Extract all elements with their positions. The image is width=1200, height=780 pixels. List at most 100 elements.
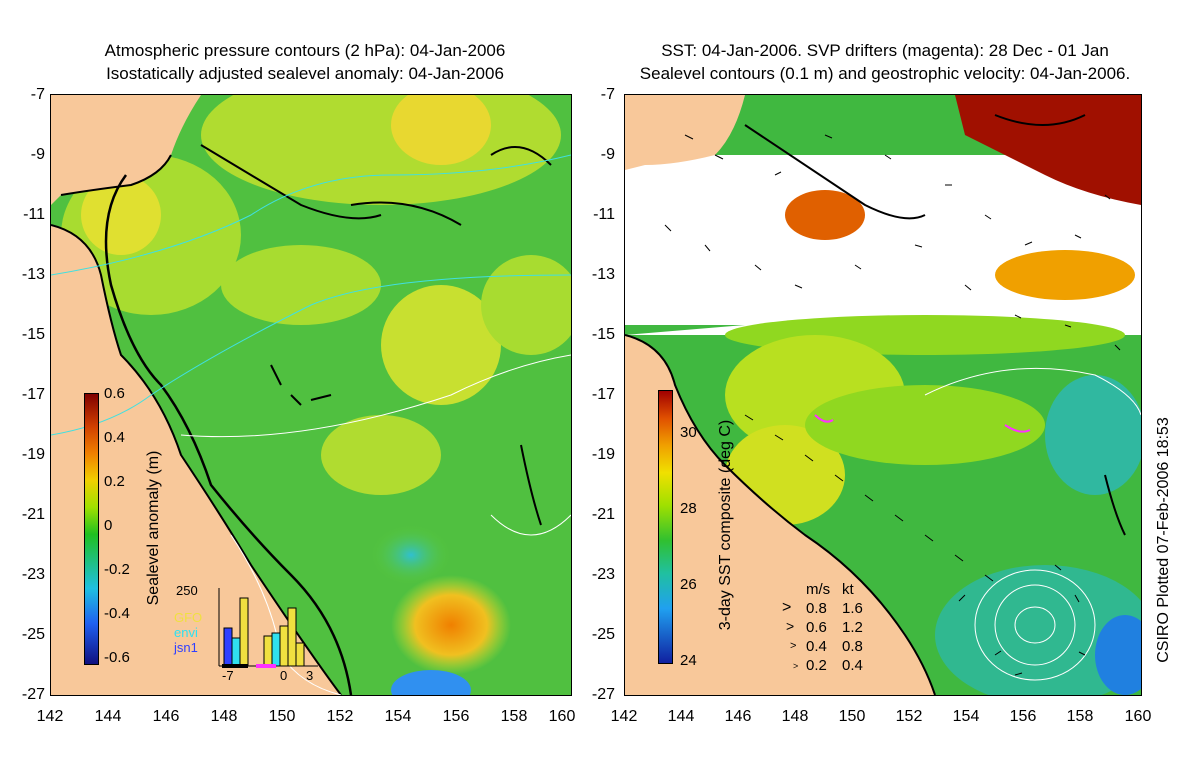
- left-land-west: [51, 225, 341, 695]
- colorbar-tick: 24: [680, 652, 697, 669]
- cool-sst-patch: [1095, 615, 1141, 695]
- colorbar-tick: 0: [104, 517, 113, 534]
- anomaly-patch: [391, 95, 491, 165]
- lat-tick: -13: [591, 266, 615, 283]
- lon-tick: 160: [548, 708, 576, 725]
- lon-tick: 144: [94, 708, 122, 725]
- lon-tick: 142: [610, 708, 638, 725]
- hist-bar: [263, 635, 273, 667]
- right-title-line2: Sealevel contours (0.1 m) and geostrophi…: [639, 64, 1131, 83]
- colorbar-tick: -0.6: [104, 649, 130, 666]
- hist-bar: [279, 625, 289, 667]
- hist-bar: [231, 637, 241, 667]
- velocity-legend-kt: 0.8: [842, 638, 863, 655]
- lon-tick: 150: [268, 708, 296, 725]
- velocity-legend-ms: 0.4: [806, 638, 827, 655]
- sealevel-contour: [1014, 606, 1056, 644]
- lon-tick: 148: [781, 708, 809, 725]
- velocity-legend-ms: 0.8: [806, 600, 827, 617]
- lat-tick: -7: [600, 86, 615, 103]
- histogram: [218, 588, 318, 668]
- hist-legend-envi: envi: [174, 625, 198, 640]
- right-islands: [744, 114, 1126, 536]
- pressure-contour: [51, 274, 571, 436]
- colorbar-tick: 0.4: [104, 429, 125, 446]
- hist-xlabel: 0: [280, 668, 288, 683]
- lon-tick: 152: [326, 708, 354, 725]
- lon-tick: 154: [952, 708, 980, 725]
- cool-sst-patch: [935, 565, 1141, 695]
- hist-ymax: 250: [176, 583, 198, 598]
- hist-bar: [239, 597, 249, 667]
- drifter-track: [814, 414, 834, 423]
- lat-tick: -19: [21, 446, 45, 463]
- anomaly-patch: [221, 245, 381, 325]
- velocity-legend-ms: 0.2: [806, 657, 827, 674]
- lon-tick: 154: [384, 708, 412, 725]
- plot-credit: CSIRO Plotted 07-Feb-2006 18:53: [1155, 417, 1172, 663]
- anomaly-patch: [391, 670, 471, 695]
- right-title-line1: SST: 04-Jan-2006. SVP drifters (magenta)…: [661, 41, 1109, 60]
- lat-tick: -11: [593, 206, 615, 223]
- velocity-legend-kt: 0.4: [842, 657, 863, 674]
- lon-tick: 156: [442, 708, 470, 725]
- lon-tick: 158: [500, 708, 528, 725]
- colorbar-tick: -0.2: [104, 561, 130, 578]
- lat-tick: -27: [21, 686, 45, 703]
- right-land-west: [625, 335, 935, 695]
- anomaly-patch: [81, 175, 161, 255]
- lat-tick: -17: [591, 386, 615, 403]
- lat-tick: -13: [21, 266, 45, 283]
- lon-tick: 148: [210, 708, 238, 725]
- left-colorbar-label: Sealevel anomaly (m): [145, 450, 162, 606]
- lat-tick: -27: [591, 686, 615, 703]
- lat-tick: -21: [21, 506, 45, 523]
- lon-tick: 144: [667, 708, 695, 725]
- sst-patch: [805, 385, 1045, 465]
- coral-sea-islands: [270, 364, 542, 526]
- hist-legend-jsn1: jsn1: [174, 640, 198, 655]
- hist-bar: [295, 642, 305, 667]
- colorbar-tick: 26: [680, 576, 697, 593]
- lon-tick: 150: [838, 708, 866, 725]
- drifter-track: [1004, 424, 1031, 433]
- lat-tick: -19: [591, 446, 615, 463]
- pressure-contour: [490, 514, 571, 536]
- left-coastline: [51, 154, 342, 695]
- lat-tick: -21: [591, 506, 615, 523]
- velocity-legend-arrow: >: [790, 640, 797, 652]
- left-land-north: [51, 95, 201, 205]
- lat-tick: -17: [21, 386, 45, 403]
- warm-sst-ne: [955, 95, 1141, 205]
- colorbar-tick: 0.6: [104, 385, 125, 402]
- hist-xlabel: -7: [222, 668, 234, 683]
- velocity-legend-header: kt: [842, 581, 854, 598]
- pressure-contour: [180, 354, 571, 438]
- lon-tick: 152: [895, 708, 923, 725]
- hist-xlabel: 3: [306, 668, 314, 683]
- colorbar-tick: 30: [680, 424, 697, 441]
- lon-tick: 158: [1066, 708, 1094, 725]
- velocity-legend-arrow: >: [786, 618, 795, 634]
- hist-legend-gfo: GFO: [174, 610, 203, 625]
- cool-sst-patch: [1045, 375, 1141, 495]
- anomaly-patch: [481, 255, 571, 355]
- png-islands: [200, 144, 552, 226]
- left-map: [50, 94, 572, 696]
- lat-tick: -7: [30, 86, 45, 103]
- lon-tick: 142: [36, 708, 64, 725]
- sealevel-contour: [974, 569, 1096, 681]
- lat-tick: -11: [23, 206, 45, 223]
- velocity-legend-arrow: >: [782, 599, 792, 616]
- lat-tick: -15: [591, 326, 615, 343]
- left-colorbar: [84, 393, 99, 665]
- lat-tick: -9: [30, 146, 45, 163]
- left-colorbar-ticks: 0.6 0.4 0.2 0 -0.2 -0.4 -0.6: [104, 385, 144, 675]
- lon-tick: 156: [1009, 708, 1037, 725]
- lat-tick: -25: [21, 626, 45, 643]
- right-map: [624, 94, 1142, 696]
- pressure-contour: [51, 154, 571, 276]
- hist-bar: [287, 607, 297, 667]
- lat-tick: -23: [591, 566, 615, 583]
- lon-tick: 146: [724, 708, 752, 725]
